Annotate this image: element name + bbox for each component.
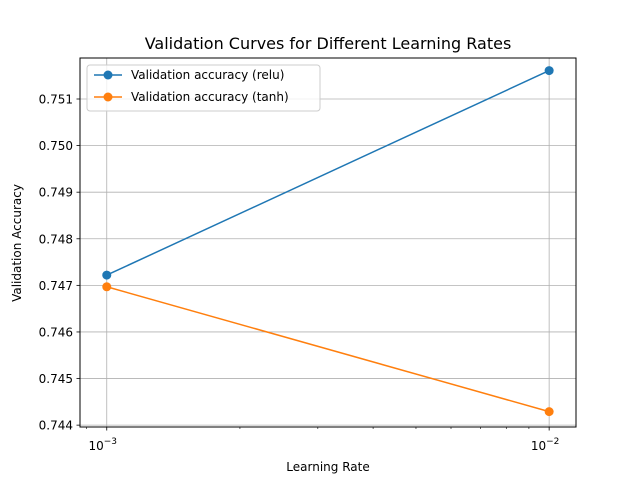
legend-label-relu: Validation accuracy (relu) <box>131 68 284 82</box>
x-axis-label: Learning Rate <box>286 460 369 474</box>
data-point <box>102 282 112 292</box>
legend-box <box>86 64 321 112</box>
plot-frame <box>79 57 577 428</box>
data-point <box>102 270 112 280</box>
y-axis-label: Validation Accuracy <box>10 184 24 302</box>
y-tick-label: 0.746 <box>39 325 73 339</box>
y-tick-label: 0.751 <box>39 93 73 107</box>
legend-marker-relu <box>103 70 113 80</box>
series-line-0 <box>106 69 550 276</box>
legend: Validation accuracy (relu) Validation ac… <box>86 64 321 112</box>
legend-marker-tanh <box>103 92 113 102</box>
y-tick-label: 0.749 <box>39 186 73 200</box>
y-tick-label: 0.745 <box>39 372 73 386</box>
chart-title: Validation Curves for Different Learning… <box>145 34 512 53</box>
data-point <box>544 66 554 76</box>
y-tick-label: 0.747 <box>39 279 73 293</box>
y-tick-label: 0.748 <box>39 232 73 246</box>
y-tick-label: 0.750 <box>39 139 73 153</box>
series-line-1 <box>106 286 550 413</box>
y-tick-label: 0.744 <box>39 419 73 433</box>
legend-label-tanh: Validation accuracy (tanh) <box>131 90 289 104</box>
data-point <box>544 407 554 417</box>
axis-ticks: 0.744 0.745 0.746 0.747 0.748 0.749 0.750 0.751… <box>39 93 560 454</box>
series-group <box>102 66 554 417</box>
